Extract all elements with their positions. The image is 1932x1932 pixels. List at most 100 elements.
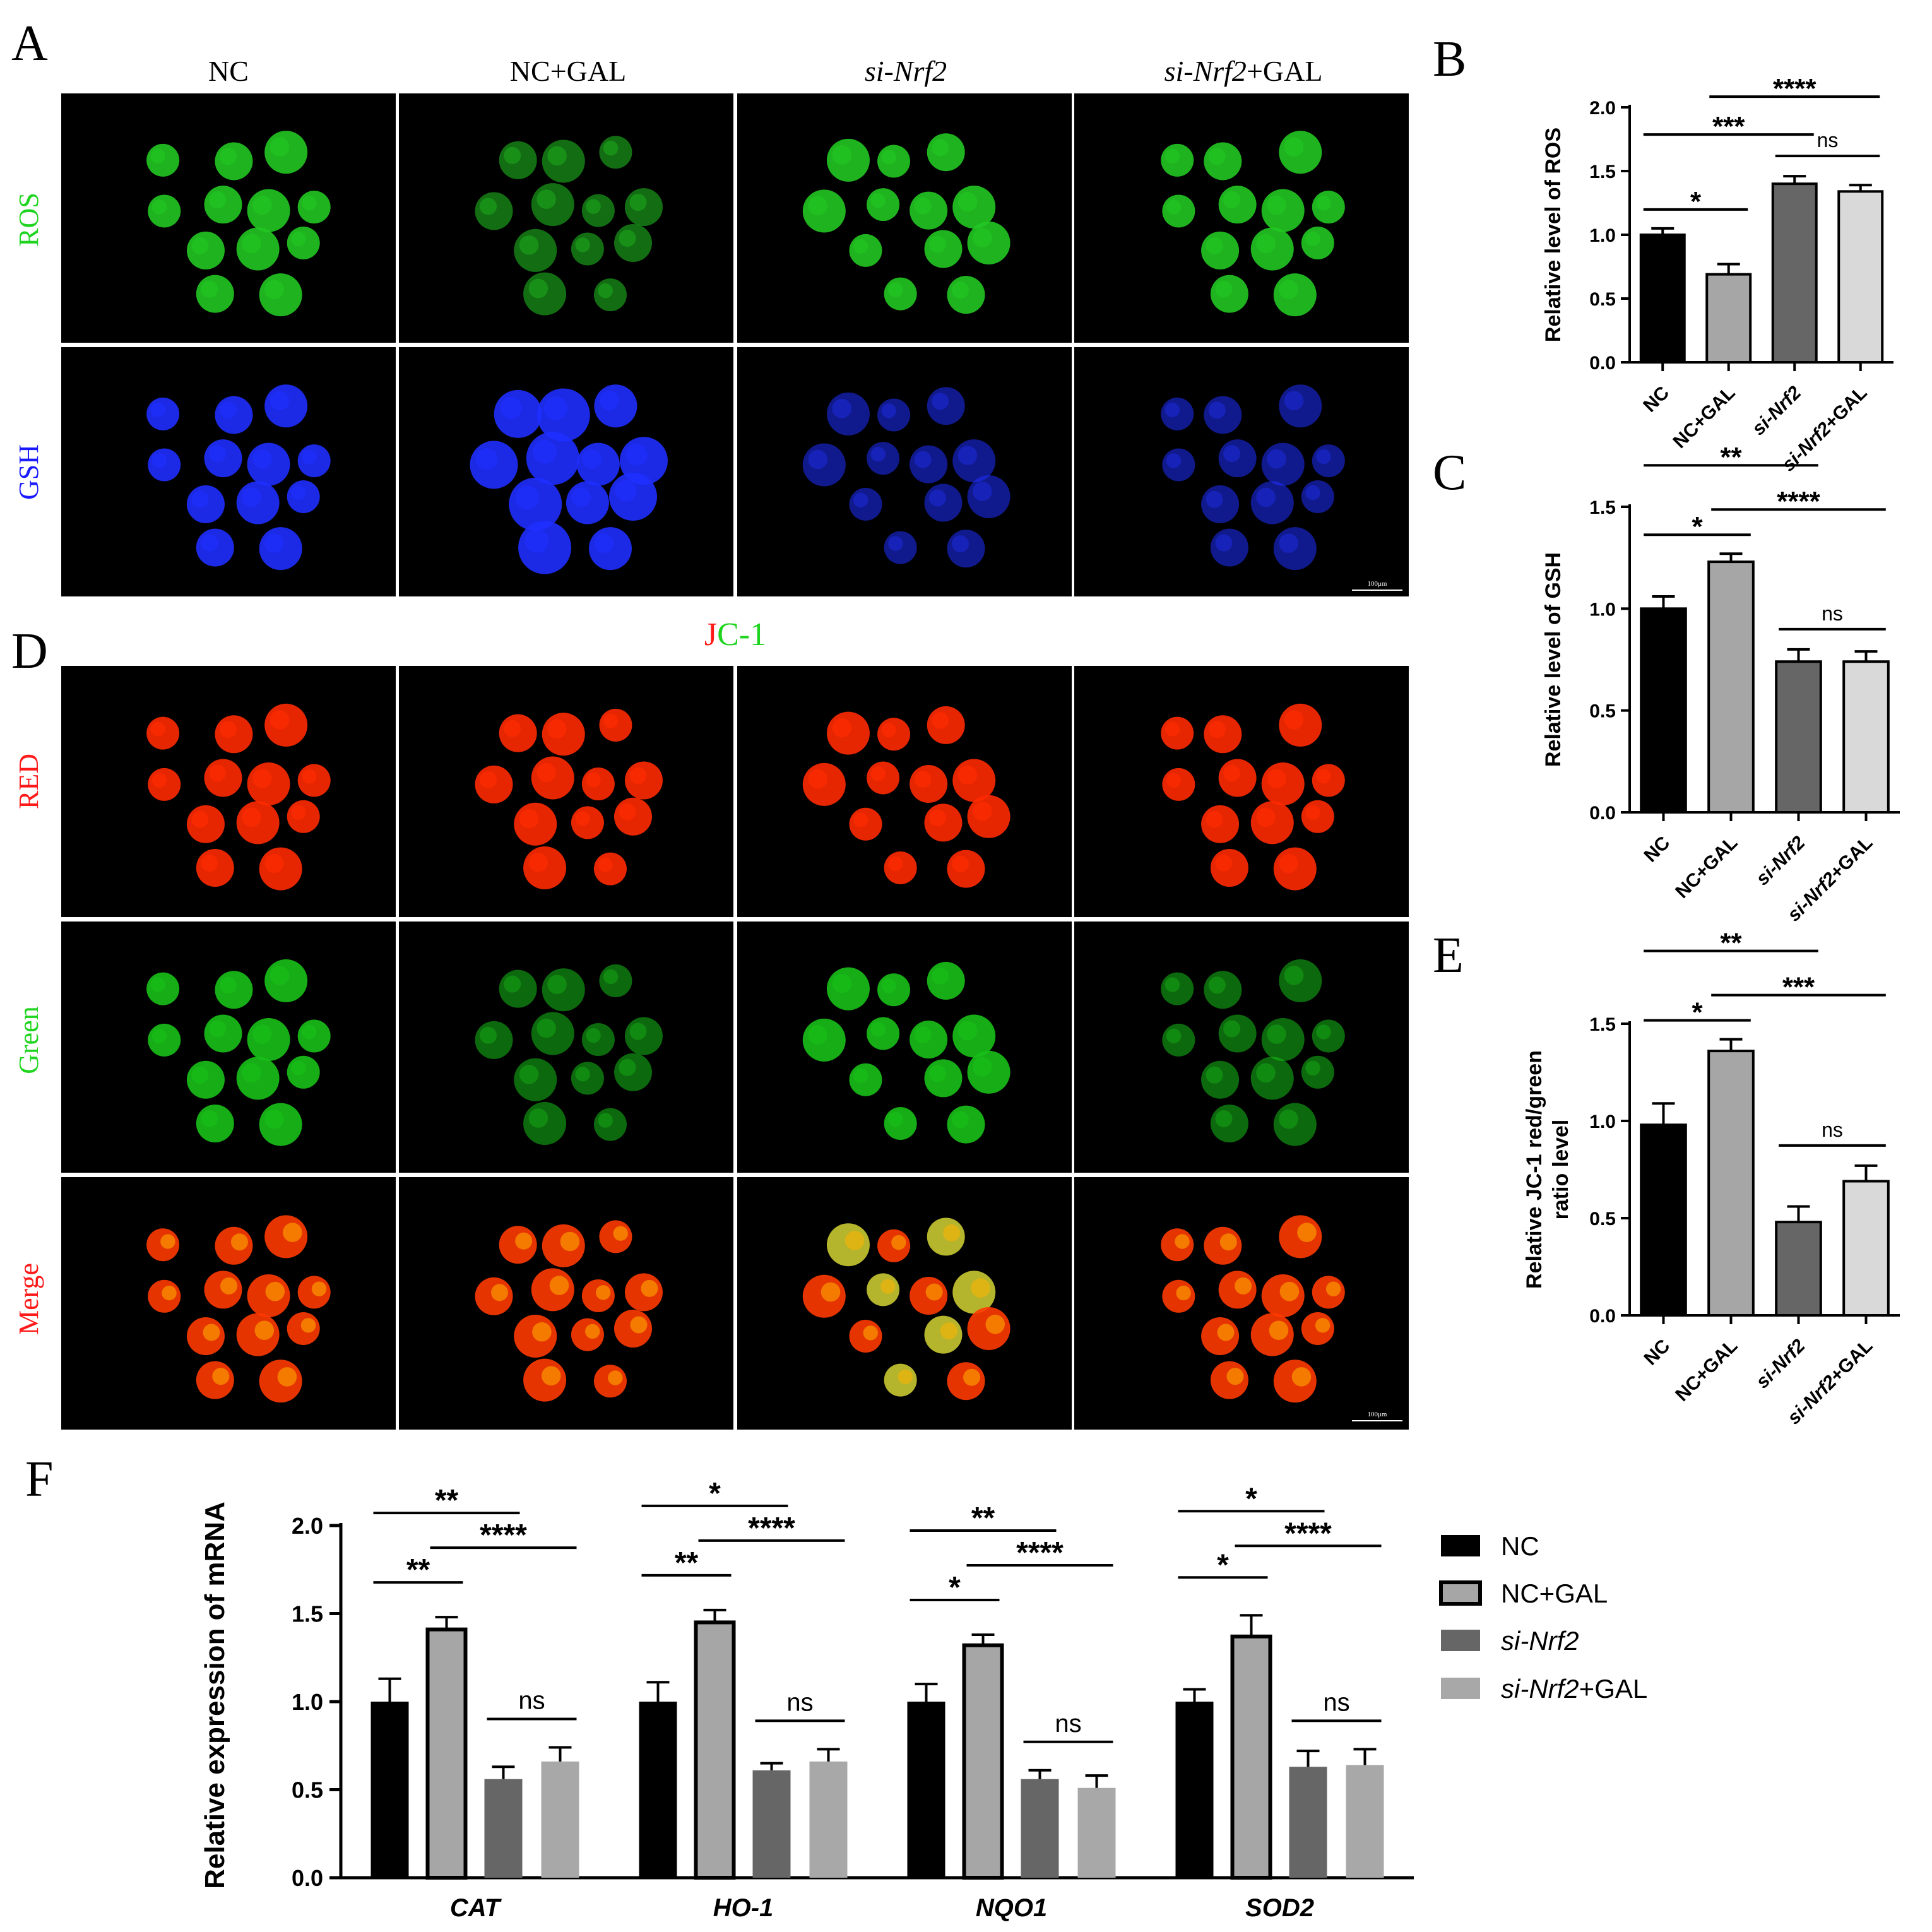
chart-b-bar-2: [1771, 182, 1818, 364]
chart-e-sig-label-3: ns: [1822, 1118, 1843, 1141]
micro-cell-ros-r0-c2-lobe-2: [932, 139, 949, 157]
row-label-a-1: GSH: [13, 444, 44, 500]
micro-cell-ros-r0-c1-lobe-5: [586, 199, 601, 214]
micro-cell-ros-r0-c3-lobe-7: [1206, 237, 1223, 254]
chart-f-bar-3-3: [1346, 1765, 1384, 1878]
micro-cell-ros-r0-c1-lobe-7: [519, 235, 539, 255]
micro-cell-merge-r2-c1-highlight-6: [641, 1279, 658, 1297]
micro-cell-ros-r0-c2-lobe-10: [888, 282, 903, 297]
micro-cell-gsh-r1-c2-cell-6: [952, 439, 996, 483]
micro-cell-green-r1-c3-lobe-3: [1166, 1028, 1182, 1044]
micro-cell-red-r0-c2-lobe-6: [957, 765, 978, 785]
panel-letter-a: A: [11, 16, 48, 71]
micro-cell-green-r1-c3-lobe-7: [1206, 1066, 1223, 1084]
micro-cell-green-r1-c3-cell-6: [1312, 1019, 1345, 1053]
micro-cell-green-r1-c0-lobe-7: [191, 1066, 209, 1084]
micro-cell-gsh-r1-c3-lobe-10: [1215, 534, 1233, 552]
chart-c-sig-label-0: *: [1692, 511, 1703, 542]
micro-cell-gsh-r1-c3-cell-9: [1301, 480, 1334, 513]
chart-f-ylabel: Relative expression of mRNA: [199, 1502, 230, 1889]
chart-f-bar-1-2: [752, 1770, 791, 1878]
micro-cell-ros-r0-c3-lobe-8: [1256, 234, 1276, 254]
micro-cell-red-r0-c3-lobe-11: [1279, 853, 1298, 874]
micro-cell-red-r0-c0-lobe-2: [270, 710, 290, 730]
chart-b-xtick-label-0-plain: NC: [1639, 382, 1673, 417]
micro-cell-green-r1-c0-lobe-3: [151, 1028, 167, 1044]
micro-cell-gsh-r1-c3-lobe-7: [1206, 490, 1223, 508]
chart-b-bar-3: [1837, 190, 1884, 364]
micro-cell-merge-r2-c2-highlight-7: [863, 1325, 879, 1341]
microscopy-grid-a: [61, 93, 1409, 596]
micro-cell-merge-r2-c1-highlight-11: [608, 1370, 623, 1385]
micro-cell-gsh-r1-c0-lobe-9: [291, 485, 306, 501]
column-header-3-plain: +GAL: [1247, 55, 1322, 87]
chart-f-bar-1-1: [694, 1620, 736, 1880]
micro-cell-green-r1-c2-lobe-8: [928, 1065, 946, 1082]
chart-c-xtick-label-1: NC+GAL: [1671, 833, 1741, 903]
micro-cell-green-r1-c3-cell-8: [1250, 1057, 1294, 1100]
micro-cell-green-r1-c3-cell-1: [1204, 971, 1242, 1009]
micro-cell-ros-r0-c2-lobe-0: [832, 145, 852, 165]
micro-cell-green-r1-c1-cell-0: [499, 969, 537, 1008]
micro-cell-merge-r2-c3-highlight-1: [1219, 1233, 1237, 1251]
chart-e-xtick-label-3-italic: si-Nrf2: [1784, 1372, 1841, 1429]
chart-f-sig-label-3-2: ****: [1284, 1517, 1332, 1550]
chart-c-xtick-label-3-italic: si-Nrf2: [1784, 868, 1841, 926]
micro-cell-red-r0-c2-lobe-4: [870, 766, 886, 781]
micro-cell-ros-r0-c1-lobe-10: [528, 278, 548, 299]
micro-cell-gsh-r1-c2-cell-2: [927, 387, 965, 425]
micro-cell-red-r0-c1-lobe-9: [619, 803, 636, 821]
micro-cell-green-r1-c1-lobe-4: [536, 1018, 556, 1038]
micro-cell-green-r1-c0-lobe-10: [201, 1110, 218, 1127]
micro-cell-green-r1-c1-cell-3: [475, 1021, 513, 1059]
micro-cell-merge-r2-c3-highlight-4: [1235, 1277, 1252, 1295]
micro-cell-merge-r2-c0-highlight-2: [283, 1223, 302, 1242]
micro-cell-red-r0-c0-lobe-8: [242, 807, 261, 827]
column-header-3: si-Nrf2+GAL: [1165, 55, 1323, 87]
chart-b-xtick-label-3-italic: si-Nrf2: [1778, 418, 1835, 476]
micro-cell-merge-r2-c3-highlight-11: [1291, 1367, 1312, 1387]
micro-cell-ros-r0-c1-cell-2: [599, 136, 632, 169]
micro-cell-merge-r2-c2-highlight-10: [898, 1369, 913, 1385]
micro-cell-green-r1-c3-lobe-4: [1223, 1020, 1241, 1038]
micro-cell-ros-r0-c0-lobe-11: [264, 280, 284, 299]
micro-cell-red-r0-c3-lobe-1: [1208, 721, 1226, 738]
micro-cell-gsh-r1-c3-cell-6: [1312, 444, 1345, 478]
chart-c-bar-1: [1707, 560, 1755, 814]
micro-cell-gsh-r1-c1-lobe-3: [476, 447, 498, 470]
micro-cell-ros-r0-c2-lobe-6: [957, 192, 978, 211]
chart-f-bar-2-0: [907, 1702, 945, 1878]
micro-cell-green-r1-c2-lobe-6: [957, 1021, 978, 1041]
micro-cell-red-r0-c1-lobe-4: [536, 762, 556, 783]
micro-cell-green-r1-c2-lobe-0: [832, 973, 852, 993]
chart-f-bar-2-3: [1077, 1787, 1116, 1878]
micro-cell-green-r1-c2-lobe-3: [808, 1025, 827, 1045]
chart-c-ylabel: Relative level of GSH: [1541, 552, 1565, 767]
micro-cell-green-r1-c1-cell-1: [542, 968, 585, 1012]
micro-cell-gsh-r1-c2-lobe-2: [932, 393, 949, 410]
panel-letter-c: C: [1433, 445, 1466, 501]
micro-cell-green-r1-c1-lobe-10: [528, 1108, 548, 1128]
legend-label-1: NC+GAL: [1501, 1579, 1608, 1608]
chart-e-ylabel-line2: ratio level: [1549, 1120, 1573, 1220]
legend-label-0: NC: [1501, 1531, 1539, 1561]
micro-cell-ros-r0-c2-lobe-5: [914, 197, 932, 215]
micro-cell-gsh-r1-c3-cell-11: [1273, 527, 1317, 571]
chart-b-ylabel: Relative level of ROS: [1541, 127, 1565, 342]
micro-cell-gsh-r1-c1-lobe-2: [599, 391, 619, 411]
micro-cell-red-r0-c2-lobe-8: [928, 809, 946, 827]
chart-e-bar-1: [1707, 1050, 1755, 1317]
micro-cell-gsh-r1-c3-lobe-0: [1165, 402, 1180, 418]
chart-f: 0.0 0.5 1.0 1.5 2.0 Relative expression of mR…: [199, 1477, 1414, 1922]
chart-f-bar-1-0: [639, 1702, 677, 1878]
micro-cell-green-r1-c1-cell-4: [531, 1012, 574, 1055]
micro-cell-green-r1-c3-lobe-10: [1215, 1110, 1233, 1127]
micro-cell-gsh-r1-c3-cell-8: [1250, 481, 1294, 524]
micro-cell-green-r1-c0-lobe-11: [264, 1109, 284, 1129]
micro-cell-red-r0-c1-lobe-2: [603, 713, 619, 729]
chart-f-category-label-2: NQO1: [976, 1894, 1047, 1922]
micro-cell-gsh-r1-c3-lobe-5: [1267, 449, 1286, 469]
micro-cell-red-r0-c3-lobe-10: [1215, 854, 1233, 872]
micro-cell-gsh-r1-c1-lobe-10: [524, 529, 549, 553]
